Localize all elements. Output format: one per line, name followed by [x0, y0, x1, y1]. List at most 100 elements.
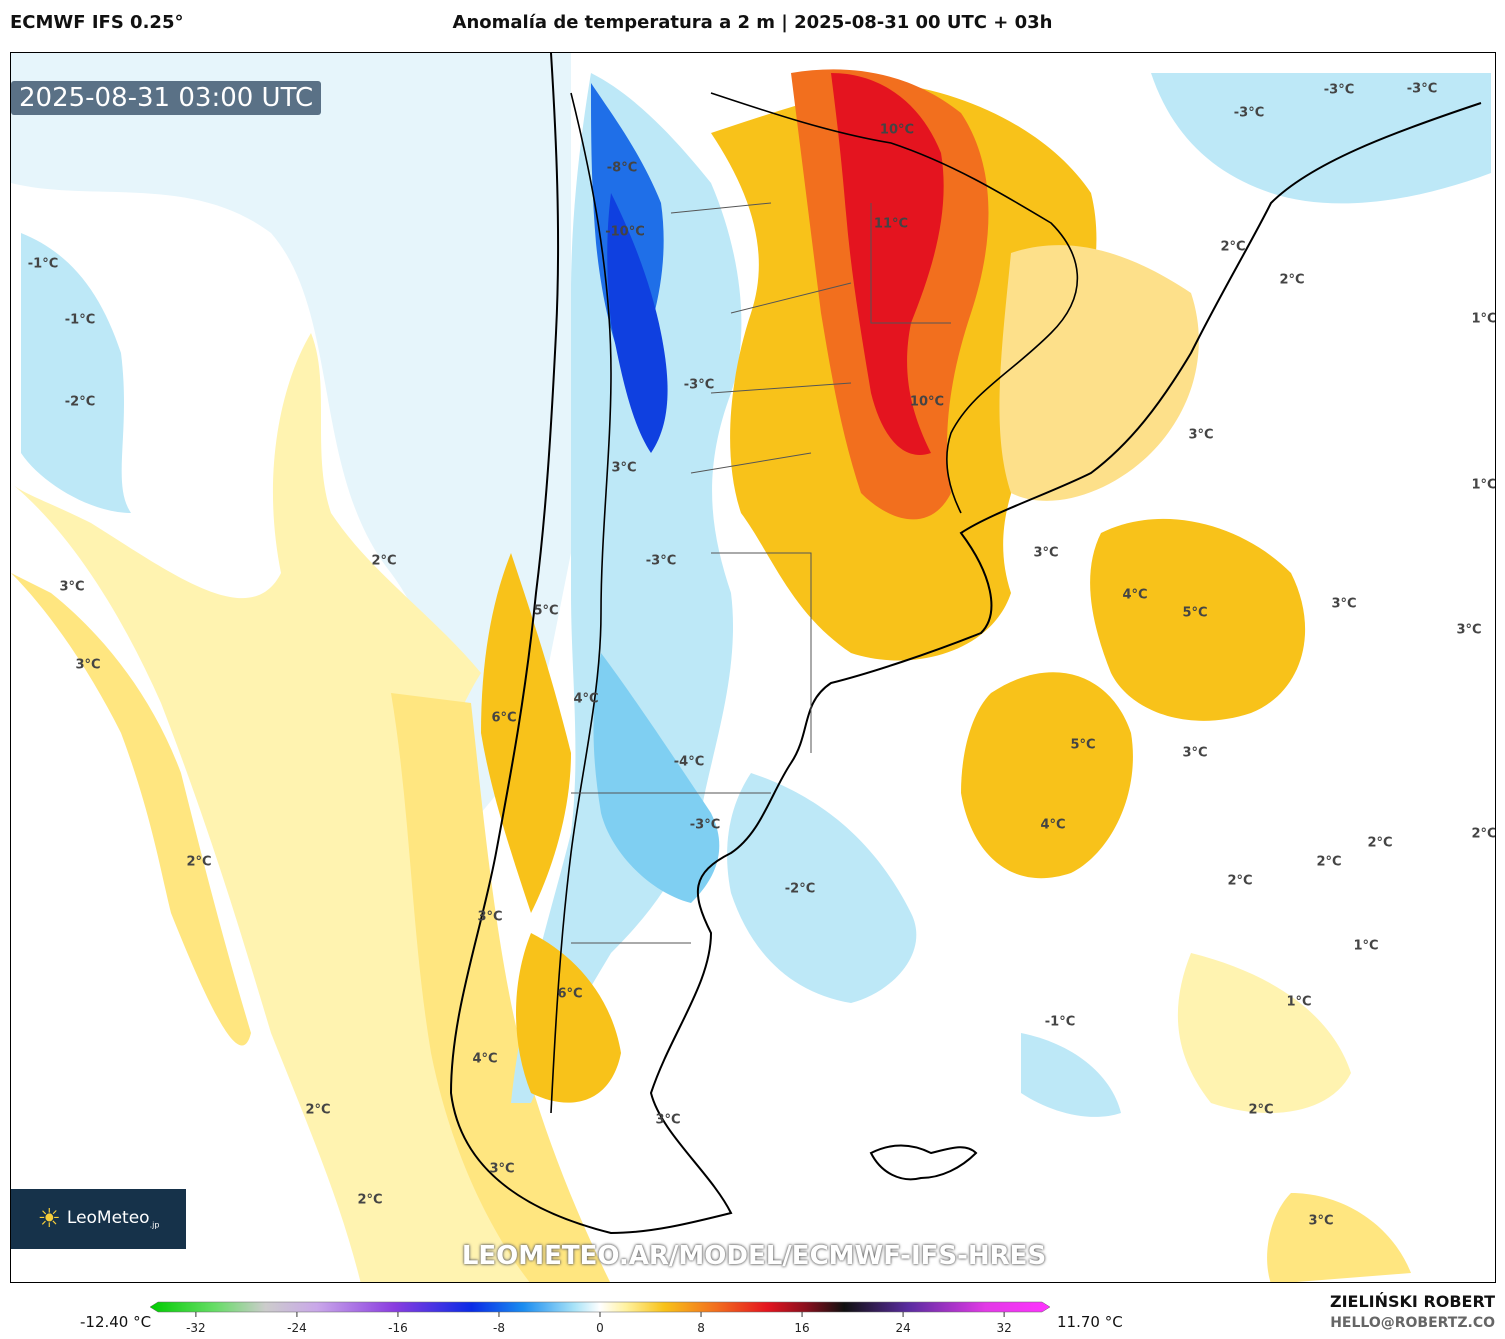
contour-label: 2°C: [1471, 826, 1496, 842]
author-name: ZIELIŃSKI ROBERT: [1329, 1292, 1495, 1311]
south-chile-warm: [516, 933, 621, 1103]
contour-label: 11°C: [873, 216, 909, 232]
contour-label: 3°C: [1033, 545, 1059, 561]
pacific-warm-band: [11, 333, 531, 1282]
contour-label: 3°C: [1182, 745, 1208, 761]
contour-label: 4°C: [1122, 587, 1148, 603]
leometeo-logo[interactable]: ☀ LeoMeteo.jp: [11, 1189, 186, 1249]
contour-label: 2°C: [1220, 239, 1246, 255]
source-url-watermark: LEOMETEO.AR/MODEL/ECMWF-IFS-HRES: [461, 1241, 1047, 1271]
colorbar-tick-label: -32: [186, 1321, 206, 1335]
contour-label: 1°C: [1471, 311, 1496, 327]
contour-label: 3°C: [75, 657, 101, 673]
atlantic-cold-patch: [727, 773, 917, 1003]
atlantic-warm-3: [1177, 953, 1351, 1113]
contour-label: -3°C: [689, 817, 721, 833]
contour-label: 3°C: [1456, 622, 1482, 638]
model-name: ECMWF IFS 0.25°: [10, 12, 184, 33]
colorbar-tick-label: 32: [996, 1321, 1011, 1335]
colorbar-tick-label: 24: [895, 1321, 910, 1335]
south-america-coastline: [449, 53, 1482, 1235]
chile-warm-strip: [481, 553, 571, 913]
atlantic-warm-1: [1090, 518, 1306, 721]
contour-label: -3°C: [1233, 105, 1265, 121]
colorbar-ticks: -32 -24 -16 -8 0 8 16 24 32: [186, 1312, 1012, 1335]
contour-label: -1°C: [64, 312, 96, 328]
valid-time-badge: 2025-08-31 03:00 UTC: [11, 81, 322, 115]
south-brazil-warm: [999, 245, 1199, 501]
map-panel: -8°C -10°C -1°C -1°C -2°C -3°C 3°C -3°C 2°C 3°C 5°…: [10, 52, 1496, 1283]
anomaly-map: [11, 53, 1491, 1282]
contour-label: 6°C: [491, 710, 517, 726]
contour-label: 2°C: [186, 854, 212, 870]
colorbar-tick-label: -24: [287, 1321, 307, 1335]
falkland-islands: [869, 1144, 978, 1181]
provincial-borders: [571, 202, 951, 944]
pacific-warm-core: [11, 573, 251, 1046]
contour-label: -3°C: [1406, 81, 1438, 97]
pacific-blue-patch: [21, 233, 131, 513]
andes-cold-mid: [607, 193, 668, 453]
contour-label: 10°C: [879, 122, 915, 138]
contour-label: 3°C: [489, 1161, 515, 1177]
pacific-warm-core-south: [391, 693, 611, 1282]
contour-label: 3°C: [1188, 427, 1214, 443]
national-border-andes: [550, 92, 612, 1114]
sun-icon: ☀: [37, 1204, 61, 1234]
map-title: Anomalía de temperatura a 2 m | 2025-08-…: [452, 12, 1053, 33]
colorbar-tick-label: 16: [794, 1321, 809, 1335]
contour-label: -3°C: [1323, 82, 1355, 98]
contour-label: -3°C: [645, 553, 677, 569]
contour-label: 3°C: [1308, 1213, 1334, 1229]
contour-label: -1°C: [1044, 1014, 1076, 1030]
contour-label: 2°C: [1367, 835, 1393, 851]
contour-label: 3°C: [655, 1112, 681, 1128]
contour-label: 2°C: [1227, 873, 1253, 889]
contour-label: -3°C: [683, 377, 715, 393]
contour-label: 2°C: [1248, 1102, 1274, 1118]
national-border-north: [710, 92, 1079, 514]
logo-text: LeoMeteo.jp: [66, 1208, 160, 1230]
contour-label: -4°C: [673, 754, 705, 770]
contour-label: 4°C: [573, 691, 599, 707]
colorbar-tick-label: 0: [596, 1321, 604, 1335]
brazil-cold: [1151, 73, 1491, 204]
atlantic-cold-patch-2: [1021, 1033, 1121, 1117]
contour-label: -2°C: [784, 881, 816, 897]
contour-label: 4°C: [1040, 817, 1066, 833]
contour-label: -1°C: [27, 256, 59, 272]
contour-label: 2°C: [1316, 854, 1342, 870]
colorbar-max-label: 11.70 °C: [1057, 1313, 1123, 1331]
atlantic-warm-4: [1267, 1193, 1411, 1282]
contour-label: 2°C: [357, 1192, 383, 1208]
colorbar: -32 -24 -16 -8 0 8 16 24 32: [150, 1301, 1050, 1335]
author-email[interactable]: HELLO@ROBERTZ.CO: [1330, 1315, 1495, 1331]
contour-label: 5°C: [1070, 737, 1096, 753]
contour-label: 2°C: [371, 553, 397, 569]
author-credit: ZIELIŃSKI ROBERT HELLO@ROBERTZ.CO: [1330, 1292, 1495, 1331]
contour-label: 5°C: [533, 603, 559, 619]
contour-label: 10°C: [909, 394, 945, 410]
contour-label: 2°C: [1279, 272, 1305, 288]
contour-label: 1°C: [1286, 994, 1312, 1010]
argentina-hot-core: [831, 73, 944, 455]
contour-label: 1°C: [1471, 477, 1496, 493]
contour-label: 3°C: [477, 909, 503, 925]
contour-label: -2°C: [64, 394, 96, 410]
contour-label: 3°C: [59, 579, 85, 595]
contour-label: 1°C: [1353, 938, 1379, 954]
contour-label: 4°C: [472, 1051, 498, 1067]
contour-label: -8°C: [606, 160, 638, 176]
colorbar-min-label: -12.40 °C: [80, 1313, 152, 1331]
colorbar-tick-label: 8: [697, 1321, 705, 1335]
colorbar-gradient: [150, 1301, 1050, 1313]
colorbar-tick-label: -8: [493, 1321, 505, 1335]
colorbar-tick-label: -16: [388, 1321, 408, 1335]
contour-label: 3°C: [611, 460, 637, 476]
contour-label: -10°C: [605, 224, 645, 240]
contour-label: 6°C: [557, 986, 583, 1002]
atlantic-warm-2: [961, 672, 1133, 879]
contour-label: 5°C: [1182, 605, 1208, 621]
contour-label: 2°C: [305, 1102, 331, 1118]
patagonia-cold: [593, 653, 720, 903]
